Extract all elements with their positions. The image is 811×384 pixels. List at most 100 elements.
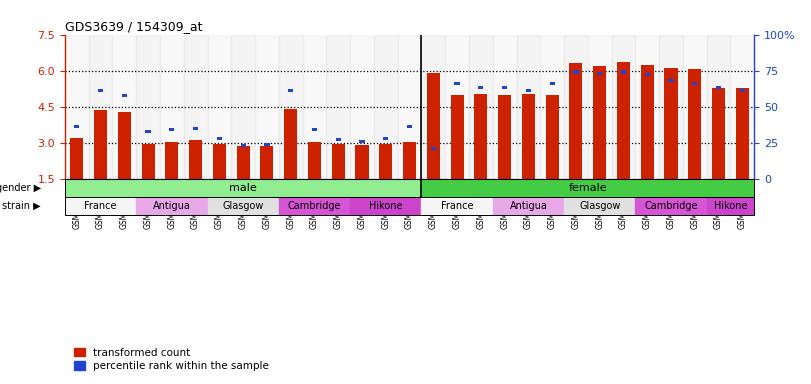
Bar	[716, 86, 721, 89]
Bar	[635, 35, 659, 179]
Bar	[88, 35, 113, 179]
Bar	[422, 35, 445, 179]
Text: Hikone: Hikone	[369, 201, 402, 211]
Bar	[165, 142, 178, 179]
Text: Antigua: Antigua	[153, 201, 191, 211]
Bar	[350, 35, 374, 179]
Bar	[573, 70, 578, 74]
Bar	[189, 141, 202, 179]
Bar	[374, 35, 397, 179]
Bar	[237, 146, 250, 179]
Text: France: France	[441, 201, 474, 211]
Bar	[526, 89, 531, 92]
Legend: transformed count, percentile rank within the sample: transformed count, percentile rank withi…	[70, 344, 273, 375]
Bar	[422, 197, 493, 215]
Bar	[71, 138, 84, 179]
Bar	[284, 109, 298, 179]
Bar	[65, 197, 136, 215]
Bar	[264, 142, 269, 146]
Bar	[355, 145, 368, 179]
Bar	[569, 63, 582, 179]
Bar	[312, 128, 317, 131]
Text: male: male	[230, 183, 257, 193]
Bar	[445, 35, 469, 179]
Bar	[332, 144, 345, 179]
Text: Antigua: Antigua	[509, 201, 547, 211]
Bar	[212, 144, 226, 179]
Bar	[564, 35, 588, 179]
Bar	[118, 112, 131, 179]
Bar	[74, 125, 79, 128]
Bar	[193, 127, 198, 130]
Bar	[474, 94, 487, 179]
Text: Cambridge: Cambridge	[288, 201, 341, 211]
Bar	[303, 35, 326, 179]
Bar	[142, 144, 155, 179]
Bar	[279, 35, 303, 179]
Bar	[611, 35, 635, 179]
Bar	[693, 82, 697, 85]
Bar	[255, 35, 279, 179]
Bar	[597, 72, 603, 75]
Text: Glasgow: Glasgow	[222, 201, 264, 211]
Bar	[336, 138, 341, 141]
Bar	[231, 35, 255, 179]
Bar	[731, 35, 754, 179]
Text: GDS3639 / 154309_at: GDS3639 / 154309_at	[65, 20, 203, 33]
Bar	[145, 130, 151, 133]
Bar	[98, 89, 103, 92]
Bar	[546, 95, 559, 179]
Bar	[217, 137, 222, 140]
Bar	[94, 110, 107, 179]
Text: Hikone: Hikone	[714, 201, 747, 211]
Bar	[502, 86, 507, 89]
Text: strain ▶: strain ▶	[2, 201, 41, 211]
Bar	[564, 197, 635, 215]
Bar	[706, 35, 731, 179]
Bar	[493, 197, 564, 215]
Bar	[160, 35, 184, 179]
Bar	[136, 35, 160, 179]
Bar	[621, 70, 626, 74]
Bar	[383, 137, 388, 140]
Bar	[279, 197, 350, 215]
Bar	[478, 86, 483, 89]
Bar	[521, 94, 535, 179]
Bar	[550, 82, 555, 85]
Bar	[635, 197, 706, 215]
Bar	[241, 144, 246, 147]
Bar	[454, 82, 460, 85]
Bar	[122, 94, 127, 97]
Bar	[407, 125, 412, 128]
Text: gender ▶: gender ▶	[0, 183, 41, 193]
Bar	[260, 146, 273, 179]
Bar	[427, 73, 440, 179]
Bar	[540, 35, 564, 179]
Bar	[664, 68, 677, 179]
Bar	[641, 65, 654, 179]
Bar	[706, 197, 754, 215]
Bar	[493, 35, 517, 179]
Bar	[208, 35, 231, 179]
Bar	[359, 140, 365, 143]
Bar	[136, 197, 208, 215]
Bar	[208, 197, 279, 215]
Text: Glasgow: Glasgow	[579, 201, 620, 211]
Bar	[403, 142, 416, 179]
Bar	[169, 128, 174, 131]
Bar	[288, 89, 294, 92]
Bar	[350, 197, 422, 215]
Text: female: female	[569, 183, 607, 193]
Bar	[65, 35, 88, 179]
Bar	[380, 144, 393, 179]
Bar	[326, 35, 350, 179]
Bar	[451, 95, 464, 179]
Bar	[659, 35, 683, 179]
Bar	[113, 35, 136, 179]
Bar	[712, 88, 725, 179]
Bar	[736, 88, 749, 179]
Text: France: France	[84, 201, 117, 211]
Bar	[593, 66, 607, 179]
Bar	[517, 35, 540, 179]
Bar	[668, 79, 674, 82]
